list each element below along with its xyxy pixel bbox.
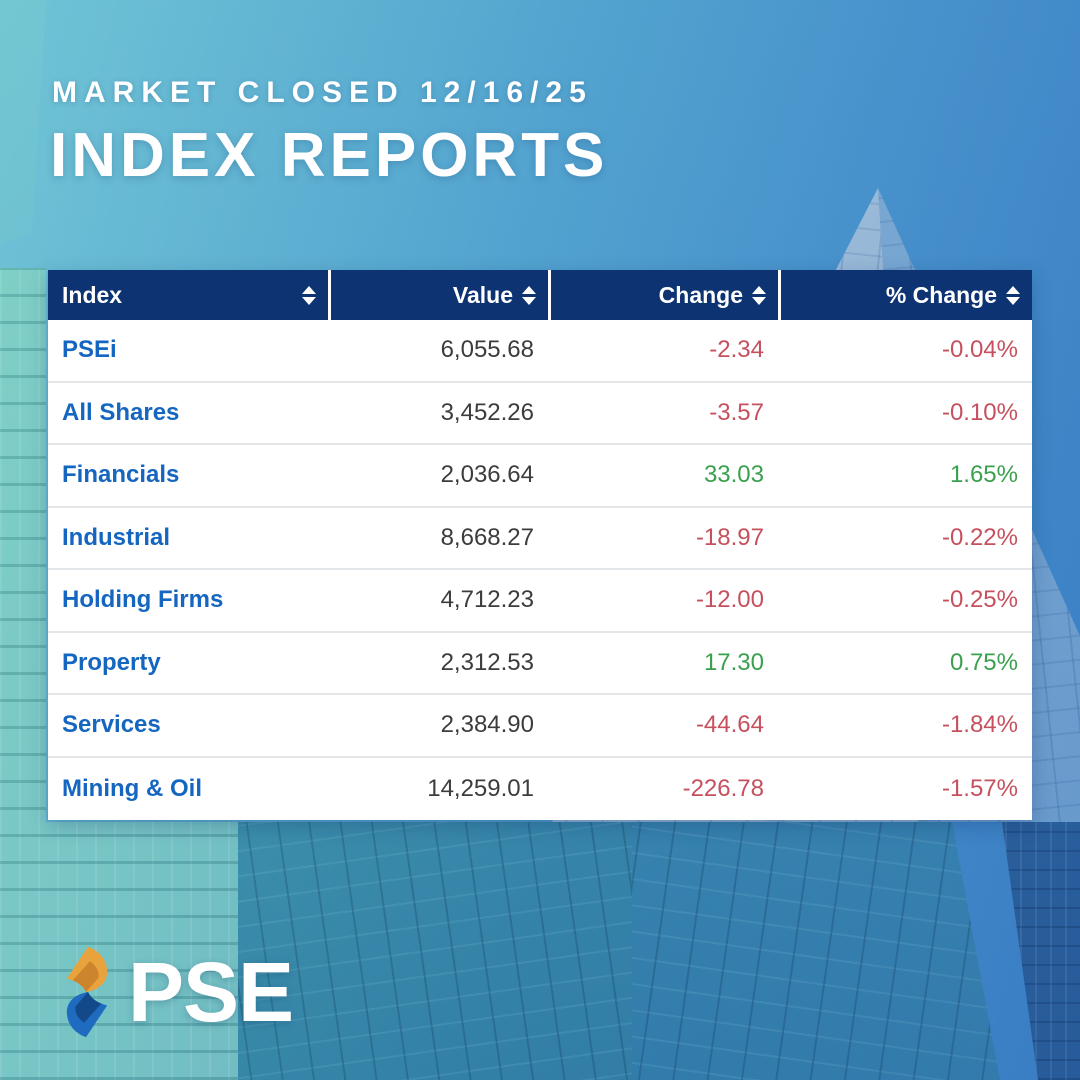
pct-change-cell: 1.65% bbox=[949, 461, 1018, 489]
change-cell: -44.64 bbox=[695, 711, 764, 739]
pct-change-cell: 0.75% bbox=[949, 648, 1018, 676]
page-title: INDEX REPORTS bbox=[50, 121, 609, 190]
change-cell: 33.03 bbox=[703, 461, 764, 489]
value-cell: 2,312.53 bbox=[440, 648, 534, 676]
index-name-cell: Property bbox=[62, 648, 161, 676]
header-pct-change-label: % Change bbox=[885, 281, 997, 308]
pse-logo: PSE bbox=[56, 944, 294, 1040]
pse-logo-text: PSE bbox=[128, 945, 294, 1039]
table-header-pct-change[interactable]: % Change bbox=[778, 270, 1032, 320]
table-header-row: Index Value Change % Change bbox=[48, 270, 1032, 320]
index-name-cell: PSEi bbox=[62, 336, 117, 364]
header-index-label: Index bbox=[62, 281, 123, 308]
table-header-change[interactable]: Change bbox=[548, 270, 778, 320]
index-report-table: Index Value Change % Change PSEi 6,055.6… bbox=[48, 270, 1032, 820]
value-cell: 3,452.26 bbox=[440, 398, 534, 426]
table-row: Financials 2,036.64 33.03 1.65% bbox=[48, 445, 1032, 508]
pct-change-cell: -0.10% bbox=[941, 398, 1018, 426]
table-row: Property 2,312.53 17.30 0.75% bbox=[48, 632, 1032, 695]
change-cell: -3.57 bbox=[709, 398, 764, 426]
index-name-cell: All Shares bbox=[62, 398, 180, 426]
value-cell: 14,259.01 bbox=[427, 774, 534, 802]
table-row: Holding Firms 4,712.23 -12.00 -0.25% bbox=[48, 570, 1032, 633]
pct-change-cell: -1.84% bbox=[941, 711, 1018, 739]
value-cell: 6,055.68 bbox=[440, 336, 534, 364]
index-name-cell: Services bbox=[62, 711, 161, 739]
pct-change-cell: -1.57% bbox=[941, 774, 1018, 802]
change-cell: -18.97 bbox=[695, 523, 764, 551]
table-row: Mining & Oil 14,259.01 -226.78 -1.57% bbox=[48, 757, 1032, 820]
index-name-cell: Financials bbox=[62, 461, 180, 489]
title-block: MARKET CLOSED 12/16/25 INDEX REPORTS bbox=[50, 76, 609, 191]
index-name-cell: Holding Firms bbox=[62, 586, 224, 614]
index-name-cell: Mining & Oil bbox=[62, 774, 202, 802]
sort-icon bbox=[752, 285, 766, 305]
value-cell: 4,712.23 bbox=[440, 586, 534, 614]
sort-icon bbox=[302, 285, 316, 305]
market-status-label: MARKET CLOSED 12/16/25 bbox=[52, 76, 593, 109]
pct-change-cell: -0.22% bbox=[941, 523, 1018, 551]
table-row: PSEi 6,055.68 -2.34 -0.04% bbox=[48, 320, 1032, 383]
table-header-index[interactable]: Index bbox=[48, 270, 328, 320]
sort-icon bbox=[1006, 285, 1020, 305]
pct-change-cell: -0.04% bbox=[941, 336, 1018, 364]
value-cell: 2,384.90 bbox=[440, 711, 534, 739]
table-header-value[interactable]: Value bbox=[328, 270, 548, 320]
pse-swirl-icon bbox=[66, 946, 108, 1038]
value-cell: 8,668.27 bbox=[440, 523, 534, 551]
change-cell: -12.00 bbox=[695, 586, 764, 614]
header-change-label: Change bbox=[658, 281, 743, 308]
index-name-cell: Industrial bbox=[62, 523, 171, 551]
change-cell: 17.30 bbox=[703, 648, 764, 676]
table-row: All Shares 3,452.26 -3.57 -0.10% bbox=[48, 382, 1032, 445]
change-cell: -226.78 bbox=[682, 774, 764, 802]
table-row: Services 2,384.90 -44.64 -1.84% bbox=[48, 695, 1032, 758]
value-cell: 2,036.64 bbox=[440, 461, 534, 489]
change-cell: -2.34 bbox=[709, 336, 764, 364]
pct-change-cell: -0.25% bbox=[941, 586, 1018, 614]
table-row: Industrial 8,668.27 -18.97 -0.22% bbox=[48, 507, 1032, 570]
header-value-label: Value bbox=[452, 281, 513, 308]
sort-icon bbox=[522, 285, 536, 305]
